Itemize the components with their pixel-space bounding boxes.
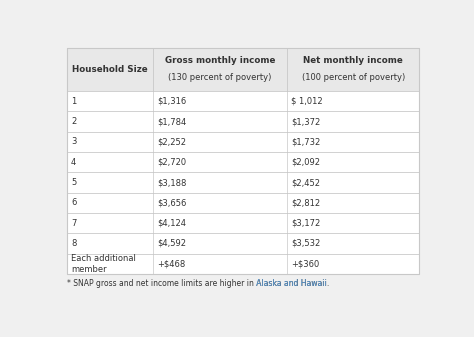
Text: $ 1,012: $ 1,012 [292,97,323,106]
Bar [66,132,419,152]
Text: $2,452: $2,452 [292,178,320,187]
Text: $2,720: $2,720 [157,158,187,167]
Text: $3,532: $3,532 [292,239,321,248]
Bar [66,48,419,274]
Text: $1,732: $1,732 [292,137,321,146]
Text: $3,656: $3,656 [157,198,187,207]
Text: +$468: +$468 [157,259,186,268]
Text: * SNAP gross and net income limits are higher in Alaska and Hawaii.: * SNAP gross and net income limits are h… [66,279,329,288]
Text: $4,124: $4,124 [157,219,186,228]
Bar [66,172,419,193]
Bar [66,111,419,132]
Text: $1,316: $1,316 [157,97,187,106]
Bar [66,254,419,274]
Text: Net monthly income: Net monthly income [303,56,403,65]
Text: Alaska and Hawaii: Alaska and Hawaii [256,279,327,288]
Text: 3: 3 [71,137,76,146]
Text: (100 percent of poverty): (100 percent of poverty) [301,73,405,82]
Text: Each additional
member: Each additional member [71,254,136,274]
Text: (130 percent of poverty): (130 percent of poverty) [168,73,272,82]
Text: $3,188: $3,188 [157,178,187,187]
Bar [66,91,419,111]
Text: $1,784: $1,784 [157,117,187,126]
Text: $4,592: $4,592 [157,239,186,248]
Text: $2,092: $2,092 [292,158,320,167]
Text: $1,372: $1,372 [292,117,321,126]
Bar [66,233,419,254]
Text: $3,172: $3,172 [292,219,321,228]
Bar [66,213,419,233]
Text: 2: 2 [71,117,76,126]
Text: Household Size: Household Size [72,65,147,74]
Text: Gross monthly income: Gross monthly income [165,56,275,65]
Text: 7: 7 [71,219,76,228]
Bar [66,193,419,213]
Text: 1: 1 [71,97,76,106]
Text: * SNAP gross and net income limits are higher in: * SNAP gross and net income limits are h… [66,279,256,288]
Text: 5: 5 [71,178,76,187]
Text: 8: 8 [71,239,76,248]
Bar [66,152,419,172]
Text: $2,252: $2,252 [157,137,186,146]
Text: 6: 6 [71,198,76,207]
Text: 4: 4 [71,158,76,167]
Text: $2,812: $2,812 [292,198,320,207]
Text: +$360: +$360 [292,259,319,268]
Bar [66,48,419,91]
